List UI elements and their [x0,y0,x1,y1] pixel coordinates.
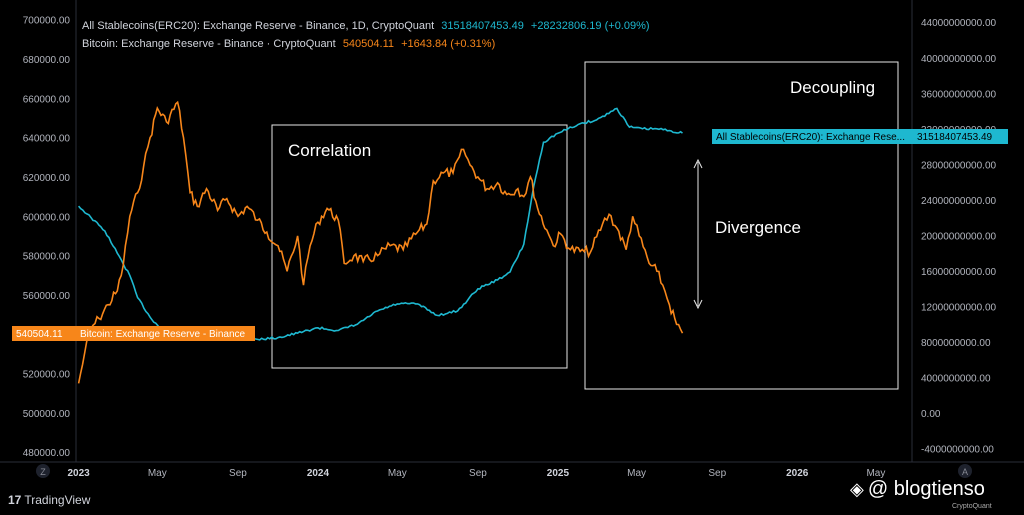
y-right-tick-5: 24000000000.00 [921,196,997,207]
decoupling-box [584,61,899,390]
y-left-ticks: 700000.00 680000.00 660000.00 640000.00 6200… [23,16,71,460]
x-tick-3: 2024 [307,468,330,479]
x-tick-5: Sep [469,468,487,479]
legend-stable-title: All Stablecoins(ERC20): Exchange Reserve… [82,20,435,32]
y-right-tick-7: 16000000000.00 [921,267,997,278]
watermark-text: @ blogtienso [867,478,985,500]
y-right-tick-12: -4000000000.00 [921,445,994,456]
y-left-tick-1: 680000.00 [23,55,71,66]
correlation-box [271,124,568,369]
y-left-tick-7: 560000.00 [23,291,71,302]
y-left-tick-11: 480000.00 [23,448,71,459]
decoupling-label: Decoupling [790,78,875,97]
y-left-tick-5: 600000.00 [23,212,71,223]
btc-value-tag [12,326,76,341]
y-right-tick-6: 20000000000.00 [921,231,997,242]
y-right-tick-2: 36000000000.00 [921,89,997,100]
btc-series-line [77,100,684,384]
binance-logo-icon: ◈ [850,479,864,499]
stable-name-tag [712,129,912,144]
y-left-tick-3: 640000.00 [23,134,71,145]
stablecoin-series-line [77,107,683,341]
footer-bar [0,484,1024,515]
y-right-tick-0: 44000000000.00 [921,18,997,29]
legend-row-btc: Bitcoin: Exchange Reserve - Binance · Cr… [82,35,654,53]
btc-name-tag [76,326,255,341]
legend-btc-title: Bitcoin: Exchange Reserve - Binance · Cr… [82,38,336,50]
divergence-label: Divergence [715,218,801,237]
y-left-tick-4: 620000.00 [23,173,71,184]
stable-name-tag-text: All Stablecoins(ERC20): Exchange Rese... [716,132,905,143]
legend-btc-value: 540504.11 [342,38,394,50]
tradingview-icon: 17 [8,493,22,507]
auto-scale-button-label: A [962,467,968,477]
left-axis-button-label: Z [40,467,46,477]
y-right-tick-1: 40000000000.00 [921,54,997,65]
x-tick-1: May [148,468,167,479]
x-tick-9: 2026 [786,468,809,479]
legend: All Stablecoins(ERC20): Exchange Reserve… [82,17,654,53]
chart-svg: 700000.00 680000.00 660000.00 640000.00 6200… [0,0,1024,479]
divergence-arrow-head-up [693,158,703,169]
y-right-tick-9: 8000000000.00 [921,338,991,349]
cryptoquant-credit: CryptoQuant [952,503,992,510]
x-tick-7: May [627,468,646,479]
x-tick-0: 2023 [67,468,90,479]
legend-stable-change: +28232806.19 (+0.09%) [530,20,650,32]
x-tick-6: 2025 [547,468,570,479]
legend-row-stable: All Stablecoins(ERC20): Exchange Reserve… [82,17,654,35]
x-tick-8: Sep [708,468,726,479]
x-ticks: 2023 May Sep 2024 May Sep 2025 May Sep 2026 May [67,468,885,479]
btc-name-tag-text: Bitcoin: Exchange Reserve - Binance [80,329,246,340]
divergence-arrow-head-down [693,299,703,310]
legend-stable-value: 31518407453.49 [441,20,524,32]
x-tick-10: May [866,468,885,479]
y-left-tick-10: 500000.00 [23,409,71,420]
correlation-label: Correlation [288,141,371,160]
y-left-tick-0: 700000.00 [23,16,71,27]
y-left-tick-6: 580000.00 [23,252,71,263]
auto-scale-button[interactable] [958,464,972,478]
watermark: ◈ @ blogtienso [850,478,985,501]
y-right-ticks: 44000000000.00 40000000000.00 36000000000.… [921,18,997,455]
tradingview-logo[interactable]: 17 TradingView [8,493,90,507]
stable-value-tag-text: 31518407453.49 [917,132,993,143]
legend-btc-change: +1643.84 (+0.31%) [401,38,496,50]
y-left-tick-9: 520000.00 [23,370,71,381]
y-right-tick-10: 4000000000.00 [921,374,991,385]
tradingview-label: TradingView [24,493,91,507]
y-right-tick-11: 0.00 [921,409,941,420]
btc-value-tag-text: 540504.11 [16,329,63,340]
y-left-tick-2: 660000.00 [23,94,71,105]
stable-value-tag [912,129,1008,144]
y-right-tick-8: 12000000000.00 [921,303,997,314]
x-tick-2: Sep [229,468,247,479]
left-axis-button[interactable] [36,464,50,478]
y-right-tick-4: 28000000000.00 [921,160,997,171]
x-tick-4: May [388,468,407,479]
